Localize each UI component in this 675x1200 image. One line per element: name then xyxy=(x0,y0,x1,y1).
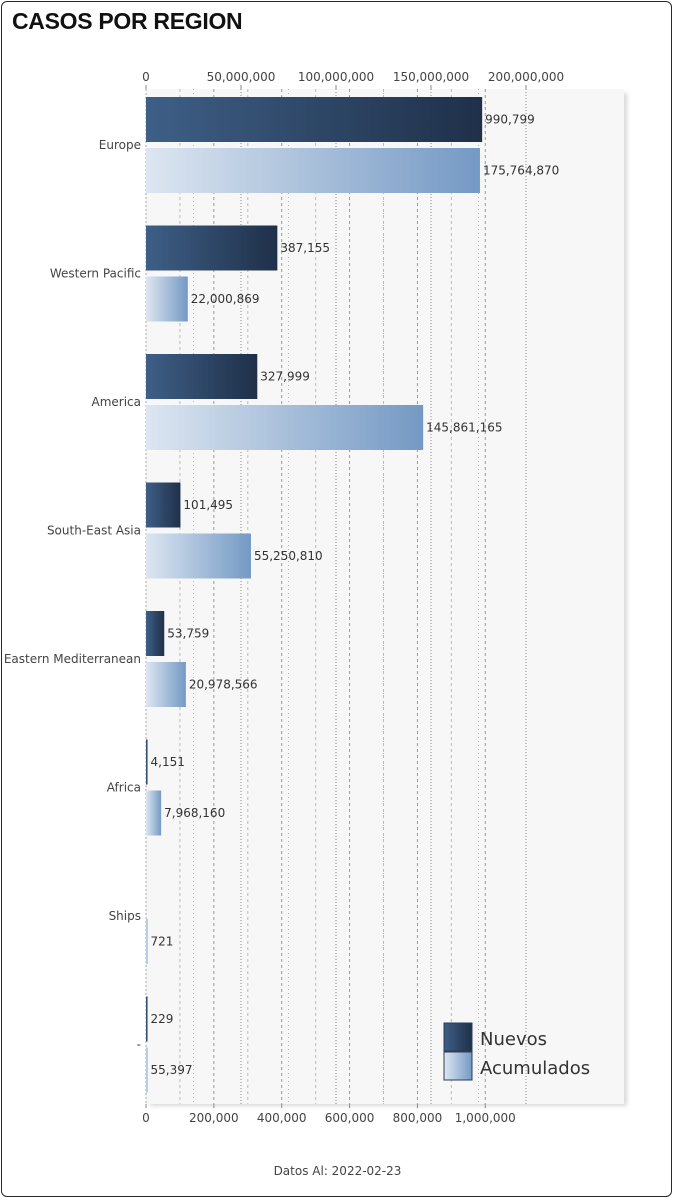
bar-acumulados-value-label: 20,978,566 xyxy=(189,678,258,692)
category-label: America xyxy=(92,395,142,409)
bar-nuevos xyxy=(146,354,258,399)
bottom-axis-tick-label: 800,000 xyxy=(393,1111,443,1125)
top-axis-tick-label: 0 xyxy=(142,70,150,84)
bottom-axis-tick-label: 200,000 xyxy=(189,1111,239,1125)
bar-acumulados xyxy=(146,1047,148,1093)
bar-acumulados-value-label: 721 xyxy=(151,935,174,949)
category-label: Europe xyxy=(99,138,141,152)
bar-acumulados-value-label: 55,250,810 xyxy=(254,549,323,563)
bar-nuevos-value-label: 229 xyxy=(151,1012,174,1026)
bar-nuevos-value-label: 990,799 xyxy=(485,113,535,127)
top-axis-tick-label: 100,000,000 xyxy=(298,70,374,84)
bottom-axis-tick-label: 1,000,000 xyxy=(455,1111,516,1125)
bar-acumulados xyxy=(146,148,480,193)
legend-swatch-acumulados xyxy=(443,1051,473,1081)
bar-acumulados xyxy=(146,662,186,707)
category-label: - xyxy=(137,1038,141,1052)
bar-nuevos xyxy=(146,97,483,142)
bar-nuevos xyxy=(146,611,165,656)
bar-nuevos xyxy=(146,225,278,271)
bar-nuevos-value-label: 387,155 xyxy=(280,241,330,255)
bar-nuevos-value-label: 4,151 xyxy=(151,755,185,769)
bar-acumulados xyxy=(146,405,424,450)
bar-acumulados-value-label: 22,000,869 xyxy=(191,292,260,306)
bottom-axis-tick-label: 0 xyxy=(142,1111,150,1125)
legend-label-nuevos: Nuevos xyxy=(480,1029,547,1050)
legend-label-acumulados: Acumulados xyxy=(480,1058,590,1079)
bottom-axis-tick-label: 600,000 xyxy=(325,1111,375,1125)
data-date-footer: Datos Al: 2022-02-23 xyxy=(273,1164,402,1178)
bottom-axis-tick-label: 400,000 xyxy=(257,1111,307,1125)
bar-acumulados-value-label: 145,861,165 xyxy=(426,421,502,435)
category-label: South-East Asia xyxy=(47,524,141,538)
bar-nuevos-value-label: 53,759 xyxy=(167,627,209,641)
bar-acumulados xyxy=(146,533,251,579)
bar-nuevos xyxy=(146,482,181,528)
bar-nuevos xyxy=(146,996,148,1042)
bar-acumulados-value-label: 175,764,870 xyxy=(483,164,559,178)
chart-title: CASOS POR REGION xyxy=(12,8,243,34)
bar-acumulados-value-label: 7,968,160 xyxy=(164,806,225,820)
top-axis-tick-label: 150,000,000 xyxy=(393,70,469,84)
top-axis-tick-label: 50,000,000 xyxy=(207,70,276,84)
category-label: Eastern Mediterranean xyxy=(4,652,141,666)
category-label: Africa xyxy=(107,781,141,795)
bar-acumulados-value-label: 55,397 xyxy=(151,1063,193,1077)
bar-acumulados xyxy=(146,276,188,322)
bar-nuevos-value-label: 101,495 xyxy=(183,498,233,512)
legend-swatch-nuevos xyxy=(443,1022,473,1052)
category-label: Western Pacific xyxy=(50,267,141,281)
top-axis-tick-label: 200,000,000 xyxy=(488,70,564,84)
bar-nuevos-value-label: 327,999 xyxy=(260,370,310,384)
bar-nuevos xyxy=(146,739,148,785)
bar-acumulados xyxy=(146,919,148,964)
bar-acumulados xyxy=(146,790,162,836)
category-label: Ships xyxy=(109,909,141,923)
